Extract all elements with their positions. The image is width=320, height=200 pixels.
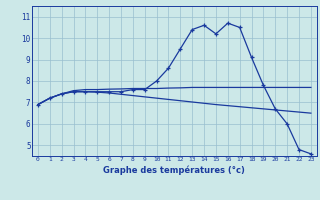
X-axis label: Graphe des températures (°c): Graphe des températures (°c) (103, 165, 245, 175)
